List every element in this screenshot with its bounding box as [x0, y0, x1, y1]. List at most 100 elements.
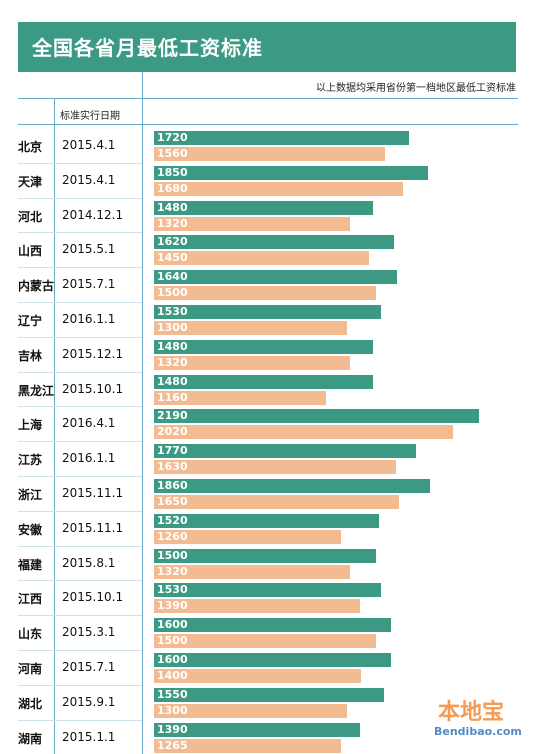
row-separator	[18, 684, 142, 686]
bar-value-label: 1770	[157, 444, 188, 458]
row-separator	[18, 650, 142, 651]
province-label: 内蒙古	[18, 279, 55, 294]
bar-previous: 1390	[154, 599, 360, 614]
province-label: 山东	[18, 627, 43, 642]
bar-previous: 1300	[154, 321, 347, 335]
bar-current: 1480	[154, 374, 373, 389]
province-label: 河南	[18, 662, 43, 676]
effective-date: 2015.12.1	[62, 346, 124, 361]
effective-date: 2015.5.1	[62, 242, 116, 257]
row-separator	[18, 476, 142, 477]
bar-value-label: 1500	[157, 548, 188, 562]
bar-current: 1850	[154, 165, 428, 180]
bar-previous: 1160	[154, 390, 326, 405]
province-label: 浙江	[18, 488, 43, 502]
column-divider-left	[54, 98, 55, 754]
bar-current: 2190	[154, 409, 479, 424]
effective-date: 2015.11.1	[62, 520, 124, 535]
bar-value-label: 1600	[157, 618, 188, 632]
row-separator	[18, 232, 142, 234]
province-label: 江西	[18, 592, 43, 607]
bar-value-label: 1300	[157, 321, 188, 334]
bar-previous: 1320	[154, 216, 350, 231]
bar-current: 1640	[154, 270, 397, 285]
bar-value-label: 1650	[157, 495, 188, 508]
bar-previous: 1650	[154, 495, 399, 509]
bar-value-label: 1550	[157, 687, 188, 701]
province-label: 福建	[18, 557, 43, 572]
bar-value-label: 1320	[157, 564, 188, 578]
bar-value-label: 1560	[157, 147, 188, 160]
header-rule-top	[18, 98, 518, 99]
bar-value-label: 1160	[157, 390, 188, 404]
bar-current: 1390	[154, 722, 360, 737]
watermark-logo-text: 本地宝	[438, 700, 505, 725]
bar-current: 1550	[154, 687, 384, 702]
bar-value-label: 1480	[157, 200, 188, 214]
bar-value-label: 1390	[157, 722, 188, 736]
bar-previous: 1450	[154, 251, 369, 266]
bar-previous: 1300	[154, 703, 347, 718]
bar-current: 1480	[154, 339, 373, 354]
bar-value-label: 1500	[157, 634, 188, 648]
province-label: 湖北	[18, 696, 43, 711]
row-separator	[18, 615, 142, 617]
bar-value-label: 1530	[157, 305, 188, 318]
province-label: 江苏	[18, 453, 43, 468]
province-label: 湖南	[18, 731, 43, 746]
row-separator	[18, 162, 142, 164]
row-separator	[18, 545, 142, 547]
bar-current: 1620	[154, 235, 394, 250]
province-label: 黑龙江	[18, 383, 55, 398]
bar-previous: 1320	[154, 355, 350, 370]
bar-current: 1520	[154, 513, 379, 528]
watermark-logo: 本地宝 Bendibao.com	[428, 692, 538, 748]
row-separator	[18, 719, 142, 721]
effective-date: 2015.10.1	[62, 381, 124, 396]
bar-value-label: 1480	[157, 374, 188, 388]
province-label: 上海	[18, 418, 43, 433]
bar-value-label: 2020	[157, 425, 188, 439]
bar-value-label: 1300	[157, 703, 188, 717]
title-banner: 全国各省月最低工资标准	[18, 22, 516, 72]
bar-current: 1480	[154, 200, 373, 215]
bar-current: 1860	[154, 479, 430, 493]
bar-current: 1600	[154, 653, 391, 667]
watermark-domain: Bendibao.com	[434, 725, 522, 738]
bar-previous: 1265	[154, 738, 341, 753]
bar-previous: 2020	[154, 425, 453, 440]
effective-date: 2015.1.1	[62, 729, 116, 744]
row-separator	[18, 267, 142, 269]
bar-value-label: 1680	[157, 181, 188, 195]
bar-value-label: 1600	[157, 653, 188, 666]
bar-value-label: 1265	[157, 738, 188, 752]
bar-previous: 1560	[154, 147, 385, 161]
bar-value-label: 1320	[157, 355, 188, 369]
bar-value-label: 1620	[157, 235, 188, 249]
bar-previous: 1400	[154, 669, 361, 683]
effective-date: 2015.7.1	[62, 660, 116, 674]
row-separator	[18, 441, 142, 443]
bar-previous: 1630	[154, 460, 396, 475]
effective-date: 2014.12.1	[62, 207, 124, 222]
data-note: 以上数据均采用省份第一档地区最低工资标准	[316, 83, 516, 94]
bar-previous: 1320	[154, 564, 350, 579]
bar-current: 1600	[154, 618, 391, 633]
bar-value-label: 1860	[157, 479, 188, 492]
province-label: 北京	[18, 140, 43, 154]
province-label: 山西	[18, 244, 43, 259]
row-separator	[18, 371, 142, 373]
column-divider-right	[142, 72, 143, 754]
bar-current: 1500	[154, 548, 376, 563]
province-label: 天津	[18, 174, 43, 189]
row-separator	[18, 336, 142, 338]
bar-value-label: 1390	[157, 599, 188, 613]
date-column-header: 标准实行日期	[60, 111, 120, 122]
bar-value-label: 1480	[157, 339, 188, 353]
bar-value-label: 1640	[157, 270, 188, 284]
bar-value-label: 1400	[157, 669, 188, 682]
effective-date: 2015.11.1	[62, 486, 124, 500]
effective-date: 2015.7.1	[62, 277, 116, 292]
row-separator	[18, 510, 142, 512]
effective-date: 2015.4.1	[62, 172, 116, 187]
